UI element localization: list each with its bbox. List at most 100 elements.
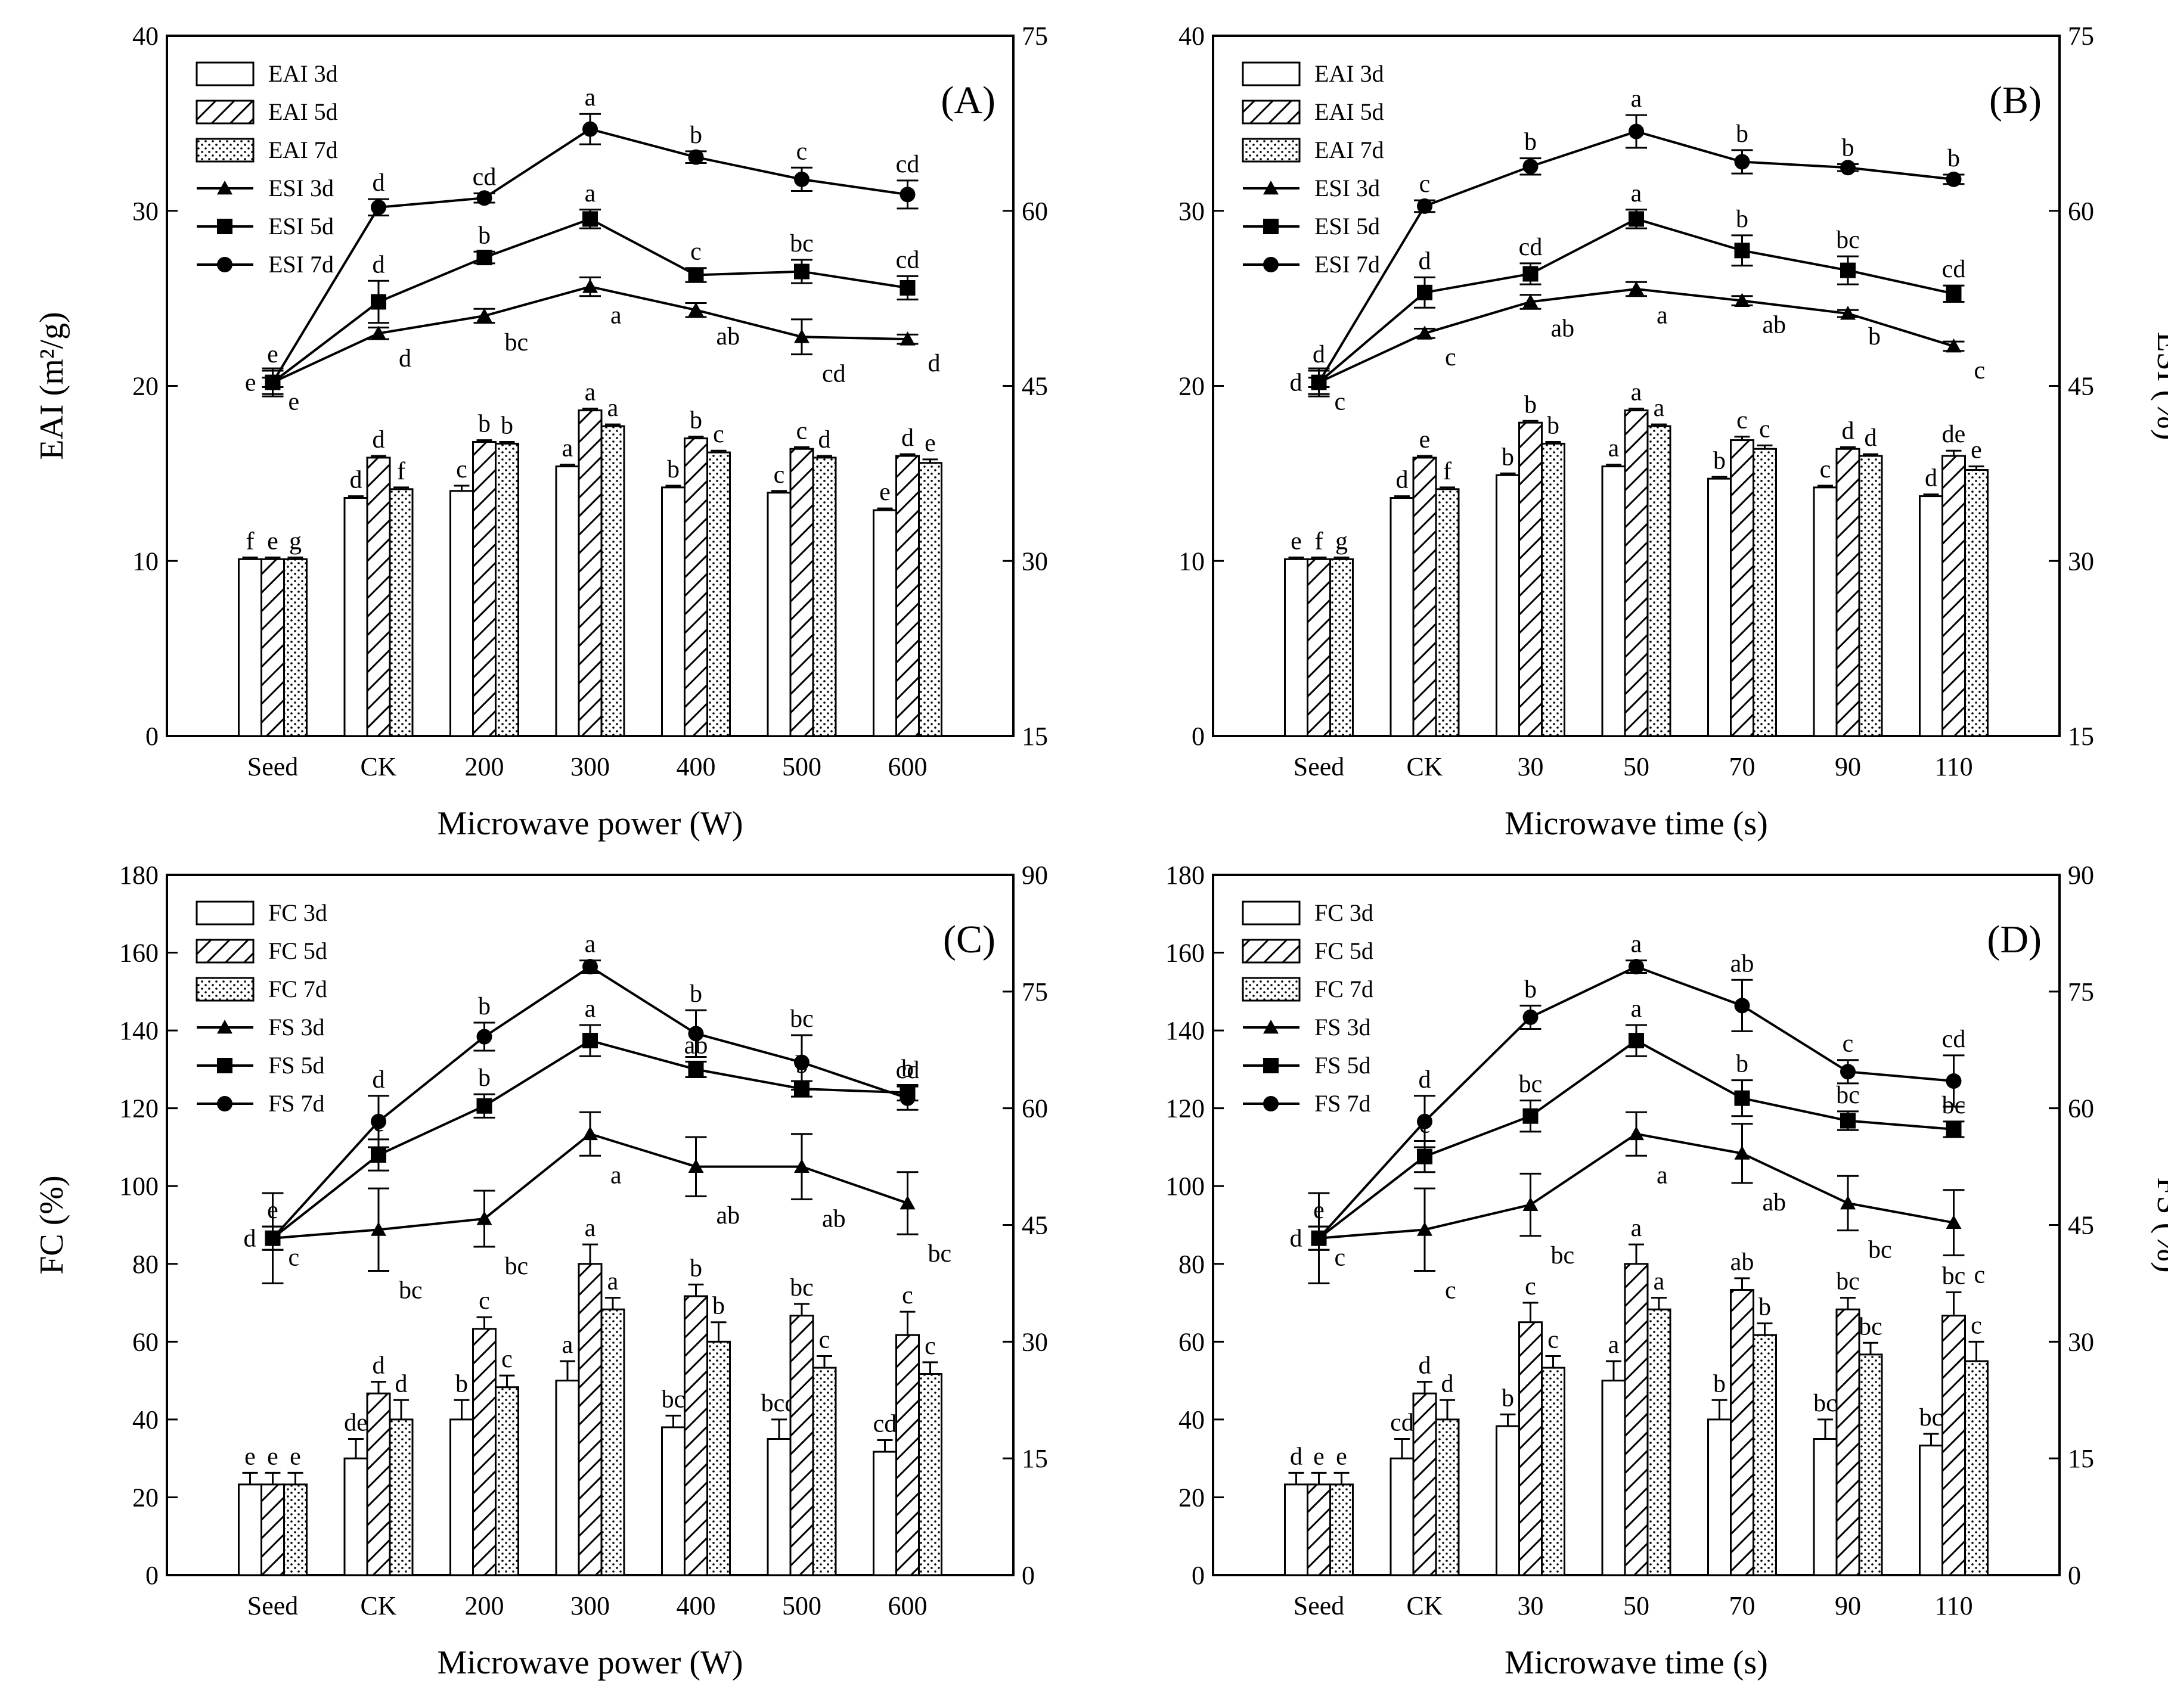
- line-significance-label: a: [1631, 180, 1642, 207]
- series-point: [1417, 198, 1432, 214]
- x-tick-label-2: 30: [1518, 752, 1544, 781]
- legend-marker: [1263, 219, 1279, 234]
- series-point: [1840, 1064, 1856, 1080]
- legend-marker: [217, 1096, 232, 1111]
- bar-significance-label: g: [1335, 527, 1348, 555]
- line-significance-label: e: [267, 1197, 278, 1224]
- bar-significance-label: a: [562, 435, 573, 462]
- legend-swatch: [1242, 100, 1301, 125]
- bar-significance-label: bc: [1813, 1390, 1837, 1417]
- bar-significance-label: b: [690, 1254, 702, 1282]
- x-tick-label-1: CK: [360, 752, 396, 781]
- legend-marker: [217, 1020, 232, 1034]
- line-significance-label: a: [1631, 931, 1642, 958]
- y-tick-label-9: 180: [1165, 861, 1205, 890]
- bar: [1753, 1334, 1777, 1576]
- bar: [1412, 1392, 1437, 1576]
- series-point: [1734, 998, 1750, 1014]
- legend-marker: [1263, 1058, 1279, 1073]
- y-tick-label-2: 20: [1178, 372, 1205, 401]
- bar-significance-label: e: [267, 527, 278, 555]
- legend-label: FC 5d: [1314, 937, 1373, 964]
- bar: [1435, 488, 1460, 737]
- series-point: [688, 267, 704, 283]
- line-significance-label: d: [1313, 341, 1325, 368]
- x-tick-label-6: 600: [888, 1591, 928, 1620]
- line-significance-label: bc: [1868, 1237, 1892, 1264]
- bar: [1835, 1308, 1860, 1576]
- bar-significance-label: b: [455, 1370, 468, 1398]
- legend-swatch: [196, 138, 255, 163]
- bar-significance-label: f: [1315, 527, 1323, 555]
- bar-significance-label: c: [713, 421, 724, 448]
- line-significance-label: d: [373, 251, 385, 278]
- line-significance-label: b: [1947, 145, 1960, 172]
- series-point: [371, 325, 386, 340]
- line-significance-label: a: [610, 302, 622, 330]
- series-point: [1311, 374, 1327, 390]
- x-tick-label-5: 500: [782, 1591, 821, 1620]
- bar-significance-label: e: [925, 430, 936, 457]
- bar-significance-label: a: [1631, 1215, 1642, 1242]
- bar-significance-label: de: [344, 1409, 368, 1437]
- line-significance-label: cd: [896, 151, 920, 178]
- line-significance-label: a: [1657, 1162, 1668, 1189]
- bar: [1518, 421, 1543, 737]
- line-significance-label: c: [289, 1244, 300, 1272]
- bar-significance-label: c: [501, 1346, 513, 1373]
- bar-significance-label: b: [1524, 391, 1537, 418]
- legend-marker: [217, 219, 232, 234]
- bar: [706, 1340, 731, 1576]
- bar-significance-label: c: [1547, 1326, 1559, 1353]
- x-tick-label-2: 200: [465, 1591, 504, 1620]
- bar-significance-label: b: [1758, 1294, 1771, 1321]
- bar: [1964, 469, 1989, 737]
- bar-significance-label: f: [246, 527, 255, 555]
- line-significance-label: ab: [1763, 311, 1786, 339]
- x-tick-label-1: CK: [1406, 1591, 1443, 1620]
- legend-marker: [217, 1058, 232, 1073]
- legend-swatch: [196, 100, 255, 125]
- bar-significance-label: b: [1547, 412, 1559, 440]
- bar: [895, 1334, 920, 1576]
- series-point: [900, 187, 916, 203]
- line-significance-label: b: [1842, 134, 1854, 162]
- series-point: [371, 1222, 386, 1236]
- line-significance-label: d: [1290, 1225, 1302, 1253]
- bar: [789, 1315, 814, 1576]
- series-point: [1734, 293, 1750, 307]
- bar: [495, 442, 519, 737]
- bar-significance-label: a: [607, 395, 619, 422]
- x-tick-label-0: Seed: [247, 752, 299, 781]
- x-tick-label-6: 600: [888, 752, 928, 781]
- legend-label: ESI 3d: [268, 175, 334, 201]
- bar-significance-label: e: [267, 1443, 278, 1470]
- bar: [1964, 1360, 1989, 1576]
- y-right-tick-label-0: 15: [1022, 722, 1048, 751]
- bar: [578, 1263, 603, 1576]
- series-point: [582, 1126, 598, 1141]
- bar: [555, 465, 580, 737]
- bar-significance-label: f: [397, 458, 405, 485]
- bar-significance-label: e: [1291, 527, 1302, 555]
- bar: [661, 1426, 686, 1576]
- legend-label: FS 5d: [1314, 1052, 1371, 1079]
- chart-panel-2: 0 10 20 30 40 15 30 45 60 75 Seed CK 30 50 70 90 110 Micr…: [1178, 21, 2168, 842]
- y-right-tick-label-4: 75: [2068, 21, 2094, 51]
- bar: [1329, 1483, 1354, 1576]
- line-significance-label: b: [1736, 206, 1748, 233]
- x-axis-title: Microwave power (W): [437, 1644, 743, 1681]
- x-tick-label-6: 110: [1934, 1591, 1972, 1620]
- y-right-axis-title: ESI (%): [2150, 332, 2168, 440]
- bar-significance-label: cd: [873, 1410, 897, 1437]
- series-point: [1946, 1073, 1962, 1089]
- bar-significance-label: b: [478, 411, 491, 438]
- bar: [1541, 442, 1565, 737]
- x-tick-label-0: Seed: [1294, 1591, 1345, 1620]
- bar: [260, 558, 285, 737]
- y-tick-label-3: 30: [132, 197, 159, 226]
- line-significance-label: b: [1524, 129, 1537, 156]
- series-point: [1417, 1113, 1432, 1129]
- bar: [895, 455, 920, 737]
